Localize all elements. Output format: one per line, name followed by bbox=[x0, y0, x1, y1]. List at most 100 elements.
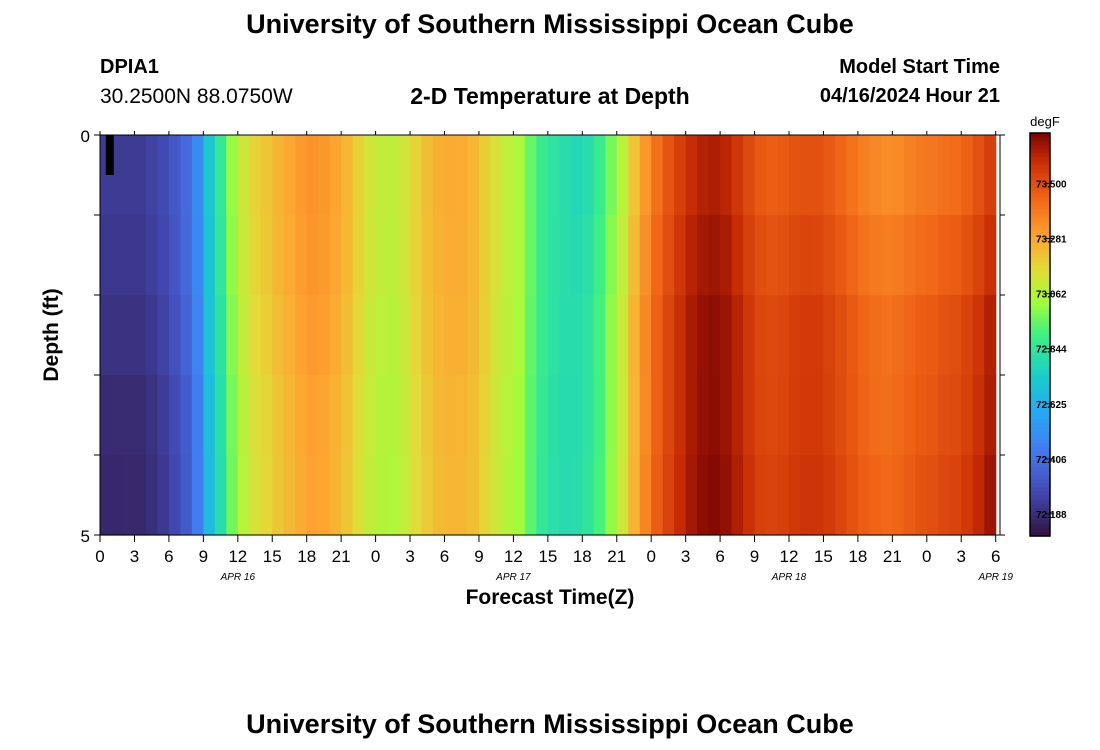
heatmap-cell bbox=[329, 295, 342, 376]
heatmap-cell bbox=[306, 135, 319, 216]
heatmap-cell bbox=[823, 135, 836, 216]
heatmap-cell bbox=[662, 375, 675, 456]
colorbar-segment bbox=[1030, 314, 1050, 319]
heatmap-cell bbox=[800, 455, 813, 536]
heatmap-cell bbox=[421, 295, 434, 376]
colorbar-segment bbox=[1030, 253, 1050, 259]
heatmap-cell bbox=[880, 455, 893, 536]
heatmap-cell bbox=[823, 455, 836, 536]
colorbar-segment bbox=[1030, 398, 1050, 404]
colorbar-segment bbox=[1030, 233, 1050, 239]
colorbar-segment bbox=[1030, 390, 1050, 396]
heatmap-cell bbox=[433, 375, 446, 456]
heatmap-cell bbox=[662, 135, 675, 216]
x-tick-label: 9 bbox=[750, 547, 759, 566]
heatmap-cell bbox=[720, 295, 733, 376]
heatmap-cell bbox=[352, 295, 365, 376]
heatmap-cell bbox=[329, 375, 342, 456]
colorbar-segment bbox=[1030, 354, 1050, 360]
heatmap-cell bbox=[559, 455, 572, 536]
heatmap-cell bbox=[639, 455, 652, 536]
heatmap-cell bbox=[237, 295, 250, 376]
heatmap-cell bbox=[593, 455, 606, 536]
heatmap-cell bbox=[593, 295, 606, 376]
heatmap-cell bbox=[674, 455, 687, 536]
heatmap-cell bbox=[283, 375, 296, 456]
heatmap-cell bbox=[903, 295, 916, 376]
heatmap-cell bbox=[387, 455, 400, 536]
x-tick-label: 6 bbox=[715, 547, 724, 566]
heatmap-cell bbox=[731, 295, 744, 376]
heatmap-cell bbox=[513, 215, 526, 296]
heatmap-cell bbox=[341, 135, 354, 216]
heatmap-cell bbox=[145, 215, 159, 296]
heatmap-cell bbox=[651, 375, 664, 456]
heatmap-cell bbox=[972, 455, 985, 536]
colorbar-segment bbox=[1030, 310, 1050, 315]
heatmap-cell bbox=[490, 375, 503, 456]
heatmap-cell bbox=[823, 375, 836, 456]
heatmap-cell bbox=[295, 375, 308, 456]
heatmap-cell bbox=[501, 135, 514, 216]
colorbar-segment bbox=[1030, 382, 1050, 388]
heatmap-cell bbox=[834, 295, 848, 376]
colorbar-segment bbox=[1030, 491, 1050, 497]
x-tick-label: 3 bbox=[130, 547, 139, 566]
y-axis-label: Depth (ft) bbox=[40, 288, 63, 381]
heatmap-cell bbox=[375, 375, 388, 456]
colorbar-segment bbox=[1030, 137, 1050, 142]
heatmap-cell bbox=[249, 135, 262, 216]
heatmap-cell bbox=[111, 375, 124, 456]
heatmap-cell bbox=[260, 295, 273, 376]
colorbar-segment bbox=[1030, 181, 1050, 186]
heatmap-cell bbox=[685, 295, 698, 376]
heatmap-cell bbox=[398, 295, 411, 376]
heatmap-cell bbox=[100, 375, 113, 456]
colorbar-segment bbox=[1030, 415, 1050, 420]
heatmap-cell bbox=[846, 455, 859, 536]
heatmap-cell bbox=[283, 215, 296, 296]
heatmap-cell bbox=[869, 375, 882, 456]
heatmap-cell bbox=[651, 135, 664, 216]
date-label: APR 16 bbox=[220, 572, 256, 583]
heatmap-cell bbox=[501, 295, 514, 376]
heatmap-cell bbox=[306, 375, 319, 456]
heatmap-cell bbox=[949, 215, 962, 296]
heatmap-cell bbox=[605, 375, 618, 456]
colorbar-segment bbox=[1030, 519, 1050, 525]
heatmap-cell bbox=[157, 455, 170, 536]
heatmap-cell bbox=[846, 375, 859, 456]
heatmap-cell bbox=[467, 455, 480, 536]
heatmap-cell bbox=[478, 215, 492, 296]
colorbar-label: 73.062 bbox=[1036, 290, 1067, 301]
heatmap-cell bbox=[168, 215, 181, 296]
colorbar-segment bbox=[1030, 495, 1050, 501]
colorbar-segment bbox=[1030, 475, 1050, 481]
heatmap-cell bbox=[892, 455, 905, 536]
heatmap-cell bbox=[513, 375, 526, 456]
heatmap-cell bbox=[766, 455, 779, 536]
heatmap-cell bbox=[433, 215, 446, 296]
x-tick-label: 9 bbox=[199, 547, 208, 566]
heatmap-cell bbox=[364, 375, 377, 456]
heatmap-cell bbox=[191, 375, 204, 456]
colorbar-segment bbox=[1030, 245, 1050, 251]
colorbar-segment bbox=[1030, 443, 1050, 448]
heatmap-cell bbox=[398, 375, 411, 456]
heatmap-cell bbox=[168, 455, 181, 536]
colorbar-segment bbox=[1030, 451, 1050, 456]
heatmap-cell bbox=[892, 295, 905, 376]
colorbar-segment bbox=[1030, 503, 1050, 509]
heatmap-cell bbox=[318, 295, 331, 376]
heatmap-cell bbox=[846, 295, 859, 376]
colorbar-segment bbox=[1030, 145, 1050, 150]
date-label: APR 17 bbox=[495, 572, 531, 583]
colorbar-segment bbox=[1030, 201, 1050, 207]
heatmap-cell bbox=[203, 295, 216, 376]
heatmap-cell bbox=[122, 455, 136, 536]
heatmap-cell bbox=[593, 135, 606, 216]
colorbar-unit-label: degF bbox=[1030, 114, 1060, 129]
x-tick-label: 0 bbox=[922, 547, 931, 566]
heatmap-cell bbox=[191, 215, 204, 296]
heatmap-cell bbox=[536, 455, 549, 536]
